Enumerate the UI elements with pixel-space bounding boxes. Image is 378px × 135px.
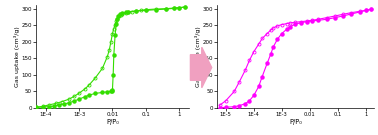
X-axis label: P/P₀: P/P₀ bbox=[106, 119, 119, 125]
X-axis label: P/P₀: P/P₀ bbox=[289, 119, 302, 125]
Y-axis label: Gas uptake (cm³/g): Gas uptake (cm³/g) bbox=[14, 26, 20, 87]
FancyArrow shape bbox=[191, 47, 212, 88]
Y-axis label: Gas uptake (cm³/g): Gas uptake (cm³/g) bbox=[195, 26, 201, 87]
